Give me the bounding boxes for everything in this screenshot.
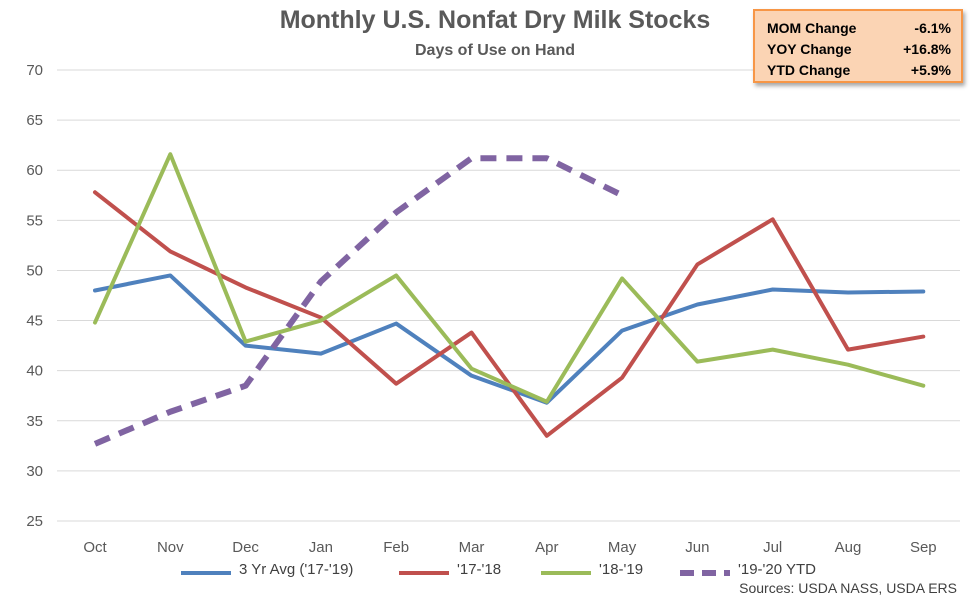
x-tick-label: Dec bbox=[232, 539, 259, 556]
y-tick-label: 25 bbox=[26, 513, 43, 530]
series-line-1 bbox=[93, 190, 926, 438]
stats-box: MOM Change -6.1% YOY Change +16.8% YTD C… bbox=[753, 9, 963, 83]
x-tick-label: Aug bbox=[835, 539, 862, 556]
x-tick-label: Oct bbox=[83, 539, 107, 556]
series-line-0 bbox=[93, 273, 926, 405]
y-tick-label: 50 bbox=[26, 262, 43, 279]
legend-item-3yr-avg: 3 Yr Avg ('17-'19) bbox=[181, 561, 353, 578]
x-tick-label: Nov bbox=[157, 539, 184, 556]
stat-row-mom: MOM Change -6.1% bbox=[767, 18, 951, 39]
y-tick-label: 70 bbox=[26, 62, 43, 79]
x-tick-label: May bbox=[608, 539, 637, 556]
y-tick-label: 55 bbox=[26, 212, 43, 229]
y-tick-label: 30 bbox=[26, 463, 43, 480]
chart-subtitle: Days of Use on Hand bbox=[414, 42, 576, 59]
x-tick-label: Mar bbox=[459, 539, 485, 556]
legend-swatch bbox=[680, 565, 730, 576]
stat-value: +16.8% bbox=[903, 41, 951, 57]
stat-row-ytd: YTD Change +5.9% bbox=[767, 60, 951, 81]
legend: 3 Yr Avg ('17-'19) '17-'18 '18-'19 '19-'… bbox=[0, 561, 975, 581]
legend-label: '19-'20 YTD bbox=[738, 561, 816, 578]
legend-item-18-19: '18-'19 bbox=[541, 561, 643, 578]
chart-title: Monthly U.S. Nonfat Dry Milk Stocks bbox=[279, 6, 711, 34]
y-tick-label: 35 bbox=[26, 413, 43, 430]
stat-label: YOY Change bbox=[767, 41, 852, 57]
stat-value: -6.1% bbox=[914, 20, 951, 36]
series-lines bbox=[93, 152, 926, 447]
stat-value: +5.9% bbox=[910, 62, 951, 78]
x-tick-label: Jul bbox=[763, 539, 782, 556]
legend-swatch bbox=[541, 565, 591, 575]
stat-row-yoy: YOY Change +16.8% bbox=[767, 39, 951, 60]
legend-label: 3 Yr Avg ('17-'19) bbox=[239, 561, 354, 578]
y-tick-label: 65 bbox=[26, 112, 43, 129]
legend-item-19-20-ytd: '19-'20 YTD bbox=[680, 561, 816, 578]
x-tick-label: Sep bbox=[910, 539, 937, 556]
y-axis-tick-labels: 25 30 35 40 45 50 55 60 65 70 bbox=[26, 62, 43, 530]
y-tick-label: 40 bbox=[26, 363, 43, 380]
legend-label: '18-'19 bbox=[599, 561, 644, 578]
series-line-2 bbox=[93, 152, 926, 404]
x-tick-label: Feb bbox=[383, 539, 409, 556]
x-axis-tick-labels: Oct Nov Dec Jan Feb Mar Apr May Jun Jul Aug Sep bbox=[83, 539, 936, 556]
x-tick-label: Jun bbox=[685, 539, 709, 556]
x-tick-label: Jan bbox=[309, 539, 333, 556]
sources-note: Sources: USDA NASS, USDA ERS bbox=[739, 580, 957, 596]
legend-swatch bbox=[181, 565, 231, 575]
stat-label: MOM Change bbox=[767, 20, 857, 36]
legend-label: '17-'18 bbox=[457, 561, 502, 578]
legend-swatch bbox=[399, 565, 449, 575]
series-line-3 bbox=[93, 155, 624, 447]
stat-label: YTD Change bbox=[767, 62, 851, 78]
x-tick-label: Apr bbox=[535, 539, 558, 556]
legend-item-17-18: '17-'18 bbox=[399, 561, 501, 578]
y-tick-label: 45 bbox=[26, 313, 43, 330]
y-tick-label: 60 bbox=[26, 162, 43, 179]
